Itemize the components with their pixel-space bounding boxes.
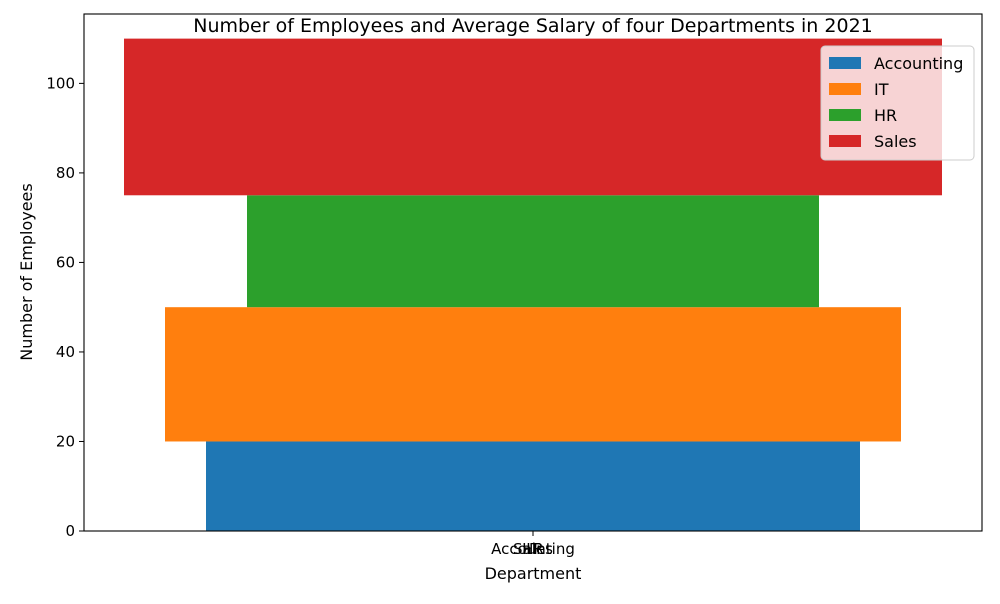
bar-it — [165, 307, 901, 442]
legend-swatch-hr — [829, 109, 861, 121]
legend-label-hr: HR — [874, 106, 897, 125]
legend-label-it: IT — [874, 80, 889, 99]
legend-label-accounting: Accounting — [874, 54, 963, 73]
chart-title: Number of Employees and Average Salary o… — [193, 15, 873, 37]
y-tick-label: 80 — [56, 164, 75, 182]
y-tick-label: 100 — [46, 74, 75, 92]
y-tick-label: 40 — [56, 343, 75, 361]
legend-label-sales: Sales — [874, 132, 917, 151]
x-tick-label: IT — [526, 540, 540, 558]
bar-hr — [247, 195, 819, 308]
legend-swatch-accounting — [829, 57, 861, 69]
x-tick-label: HR — [522, 540, 544, 558]
x-tick-label: Accounting — [491, 540, 575, 558]
legend: Accounting IT HR Sales — [820, 45, 975, 161]
x-tick-label: Sales — [513, 540, 553, 558]
legend-swatch-sales — [829, 135, 861, 147]
legend-box — [820, 45, 975, 161]
y-axis-ticks: 0 20 40 60 80 100 — [46, 74, 84, 540]
bar-accounting — [206, 441, 860, 531]
x-axis-label: Department — [485, 564, 582, 583]
y-axis-label: Number of Employees — [17, 183, 36, 360]
plot-area-frame — [83, 13, 983, 532]
bar-sales — [124, 38, 942, 196]
y-tick-label: 0 — [65, 522, 75, 540]
legend-swatch-it — [829, 83, 861, 95]
bars-layer — [124, 38, 942, 531]
y-tick-label: 20 — [56, 432, 75, 450]
y-tick-label: 60 — [56, 253, 75, 271]
